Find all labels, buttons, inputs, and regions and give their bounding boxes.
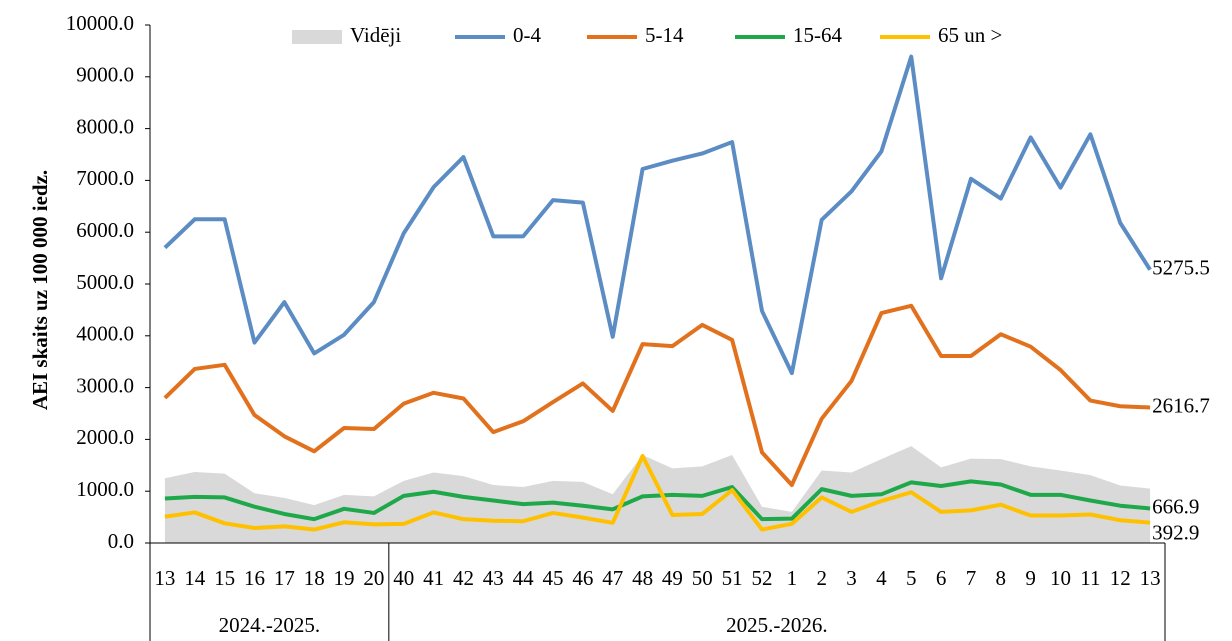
legend-label: 0-4	[513, 23, 541, 47]
x-tick-label: 40	[393, 566, 414, 590]
x-tick-label: 44	[513, 566, 535, 590]
group-label: 2025.-2026.	[726, 613, 828, 637]
x-tick-label: 45	[543, 566, 564, 590]
y-tick-label: 0.0	[108, 529, 134, 553]
x-tick-label: 48	[632, 566, 653, 590]
x-tick-label: 47	[602, 566, 623, 590]
x-tick-label: 16	[244, 566, 265, 590]
y-tick-label: 5000.0	[76, 270, 134, 294]
x-tick-label: 52	[751, 566, 772, 590]
x-tick-label: 12	[1110, 566, 1131, 590]
legend-label: 5-14	[645, 23, 684, 47]
end-label: 392.9	[1152, 520, 1199, 544]
x-tick-label: 20	[363, 566, 384, 590]
group-label: 2024.-2025.	[219, 613, 321, 637]
x-tick-label: 41	[423, 566, 444, 590]
legend-swatch	[292, 30, 342, 44]
x-tick-label: 13	[1140, 566, 1161, 590]
x-tick-label: 51	[722, 566, 743, 590]
y-tick-label: 9000.0	[76, 63, 134, 87]
y-tick-label: 10000.0	[66, 11, 134, 35]
x-tick-label: 9	[1025, 566, 1036, 590]
line	[163, 54, 1152, 376]
x-tick-label: 18	[304, 566, 325, 590]
x-tick-label: 14	[184, 566, 206, 590]
line	[163, 303, 1151, 487]
y-tick-label: 2000.0	[76, 425, 134, 449]
y-tick-label: 4000.0	[76, 322, 134, 346]
x-tick-label: 49	[662, 566, 683, 590]
x-tick-label: 5	[906, 566, 917, 590]
y-tick-label: 3000.0	[76, 373, 134, 397]
x-tick-label: 6	[936, 566, 947, 590]
y-tick-label: 6000.0	[76, 218, 134, 242]
x-tick-label: 4	[876, 566, 887, 590]
x-tick-label: 2	[816, 566, 827, 590]
x-tick-label: 46	[572, 566, 593, 590]
x-tick-label: 10	[1050, 566, 1071, 590]
x-tick-label: 7	[966, 566, 977, 590]
y-tick-label: 1000.0	[76, 477, 134, 501]
y-axis-label: AEI skaits uz 100 000 iedz.	[28, 170, 52, 410]
x-tick-label: 43	[483, 566, 504, 590]
x-tick-label: 13	[154, 566, 175, 590]
legend-label: 15-64	[793, 23, 842, 47]
x-tick-label: 42	[453, 566, 474, 590]
x-tick-label: 17	[274, 566, 295, 590]
legend-label: 65 un >	[938, 23, 1002, 47]
x-tick-label: 19	[334, 566, 355, 590]
end-label: 2616.7	[1152, 393, 1210, 417]
y-tick-label: 7000.0	[76, 166, 134, 190]
line	[164, 453, 1151, 532]
x-tick-label: 50	[692, 566, 713, 590]
x-tick-label: 11	[1080, 566, 1100, 590]
x-tick-label: 3	[846, 566, 857, 590]
x-tick-label: 1	[787, 566, 798, 590]
x-tick-label: 15	[214, 566, 235, 590]
x-tick-label: 8	[996, 566, 1007, 590]
legend-label: Vidēji	[350, 23, 401, 47]
y-tick-label: 8000.0	[76, 114, 134, 138]
end-label: 666.9	[1152, 494, 1199, 518]
line	[164, 479, 1151, 522]
end-label: 5275.5	[1152, 256, 1210, 280]
